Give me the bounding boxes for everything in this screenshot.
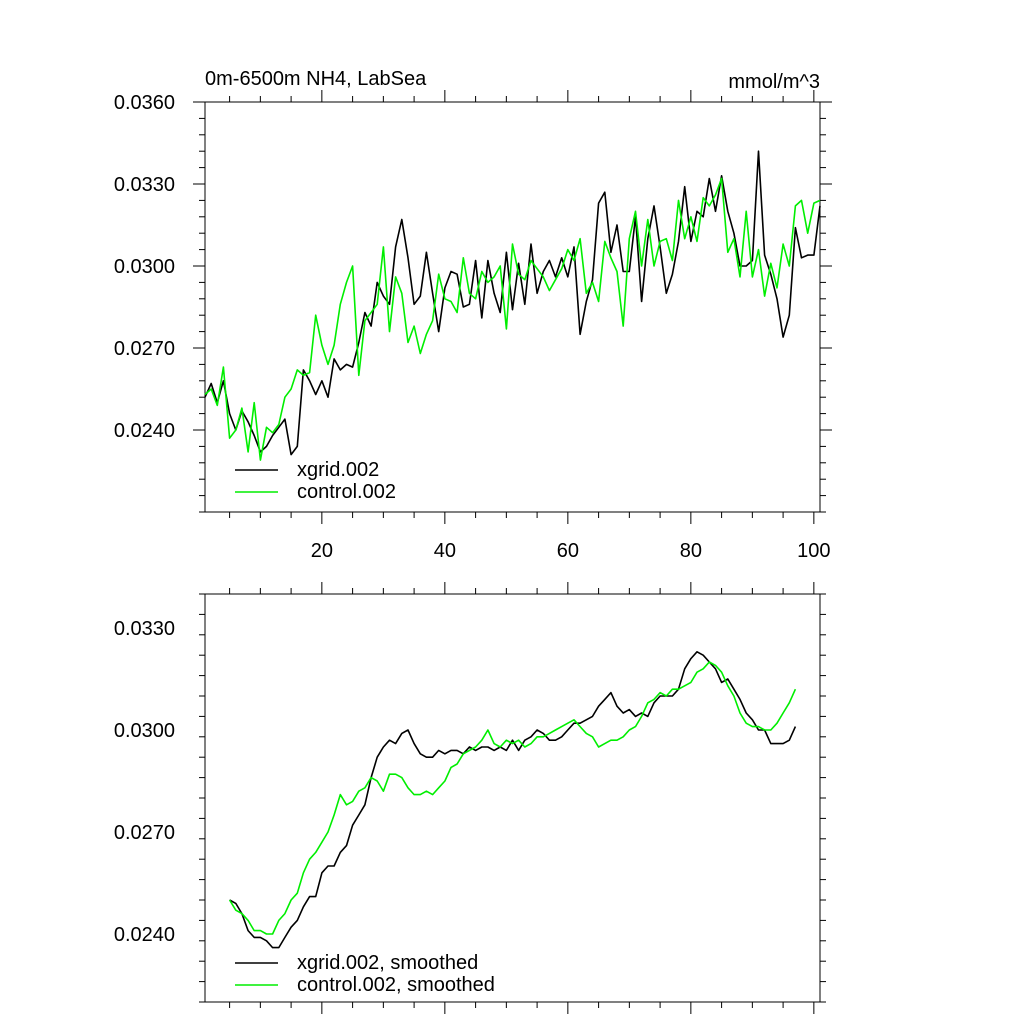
- legend-label: xgrid.002: [297, 459, 379, 481]
- x-tick-label: 20: [311, 540, 333, 562]
- y-tick-label: 0.0300: [114, 720, 175, 742]
- y-tick-label: 0.0360: [114, 92, 175, 114]
- y-tick-label: 0.0240: [114, 420, 175, 442]
- series-line-xgrid-002: [204, 150, 821, 456]
- bottom-panel: 0.0240 0.0270 0.0300 0.0330 xgrid.002, smoot…: [114, 582, 826, 1014]
- x-tick-label: 40: [434, 540, 456, 562]
- y-tick-label: 0.0270: [114, 822, 175, 844]
- series-line-control-002: [204, 177, 821, 461]
- y-tick-label: 0.0330: [114, 174, 175, 196]
- legend-label: control.002: [297, 481, 396, 503]
- chart-units: mmol/m^3: [728, 71, 820, 93]
- y-tick-label: 0.0330: [114, 618, 175, 640]
- legend-label: xgrid.002, smoothed: [297, 952, 478, 974]
- y-tick-label: 0.0240: [114, 924, 175, 946]
- legend-label: control.002, smoothed: [297, 974, 495, 996]
- chart-title: 0m-6500m NH4, LabSea: [205, 68, 427, 90]
- series-line-xgrid-002-smoothed: [229, 650, 797, 949]
- top-panel: 20 40 60 80 100 0.0240 0.0270 0.0300 0.0330 0.036…: [114, 90, 832, 562]
- plot-frame: [204, 101, 821, 513]
- y-tick-label: 0.0270: [114, 338, 175, 360]
- x-tick-label: 60: [557, 540, 579, 562]
- plot-frame: [204, 593, 821, 1003]
- x-tick-label: 100: [797, 540, 830, 562]
- y-tick-label: 0.0300: [114, 256, 175, 278]
- series-line-control-002-smoothed: [228, 661, 797, 935]
- x-tick-label: 80: [680, 540, 702, 562]
